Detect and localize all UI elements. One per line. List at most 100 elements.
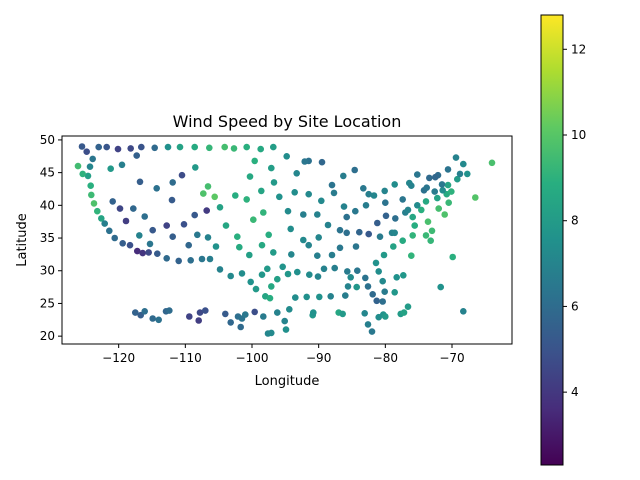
scatter-point [281,317,289,325]
scatter-point [301,158,309,165]
scatter-point [310,309,317,316]
scatter-point [222,222,230,229]
scatter-point [330,189,338,197]
scatter-point [347,274,355,281]
scatter-point [303,293,311,301]
scatter-point [247,278,254,286]
scatter-point [122,217,130,225]
scatter-point [163,254,170,262]
scatter-point [268,283,275,290]
scatter-point [186,313,193,320]
scatter-point [376,233,384,240]
scatter-point [340,203,348,210]
scatter-point [270,179,278,186]
scatter-point [79,170,86,178]
scatter-point [393,274,401,281]
scatter-point [243,196,250,203]
scatter-point [344,268,351,275]
scatter-point [390,243,397,250]
scatter-point [456,170,464,178]
scatter-point [203,207,210,214]
scatter-point [264,265,271,273]
chart-title: Wind Speed by Site Location [173,112,402,131]
colorbar-axis: 4 6 8 10 12 [563,42,586,399]
scatter-point [292,294,299,301]
scatter-point [169,179,176,186]
scatter-point [103,143,110,151]
scatter-point [320,265,328,273]
scatter-point [126,241,134,249]
x-tick-label: −70 [439,351,464,365]
scatter-point [373,297,381,305]
scatter-point [204,234,212,241]
scatter-point [246,173,254,180]
scatter-point [191,211,198,219]
scatter-point [428,227,436,235]
scatter-point [114,145,122,153]
scatter-point [134,247,141,255]
scatter-point [101,220,108,227]
scatter-point [136,232,143,239]
scatter-point [257,145,265,153]
scatter-point [391,229,399,237]
scatter-point [441,211,449,218]
scatter-point [138,143,145,151]
scatter-point [268,164,275,172]
scatter-point [438,181,446,188]
scatter-point [365,190,373,198]
scatter-point [149,315,156,322]
scatter-point [422,198,430,205]
scatter-point [141,308,148,315]
scatter-point [431,188,439,195]
scatter-point [328,251,336,259]
scatter-point [136,178,144,186]
scatter-point [146,240,154,248]
scatter-point [408,252,415,259]
scatter-point [434,194,441,202]
scatter-point [222,310,229,318]
scatter-point [435,205,443,212]
scatter-point [149,226,156,234]
scatter-point [232,192,239,199]
scatter-point [216,204,224,211]
scatter-point [414,202,421,209]
scatter-point [306,271,313,279]
scatter-point [291,189,299,196]
scatter-point [279,263,287,271]
scatter-point [424,218,432,225]
x-tick-label: −100 [236,351,269,365]
scatter-point [427,237,435,244]
scatter-point [258,271,266,279]
x-axis: −120 −110 −100 −90 −80 −70 [102,344,465,365]
scatter-point [216,266,224,273]
scatter-point [153,185,160,192]
scatter-point [270,143,277,151]
scatter-point [288,251,295,258]
scatter-point [316,293,323,301]
scatter-point [300,236,307,244]
scatter-point [87,182,94,189]
scatter-point [460,160,467,168]
scatter-point [204,183,212,190]
scatter-point [392,215,399,222]
scatter-point [227,319,234,326]
scatter-point [361,310,369,317]
scatter-point [336,244,344,252]
scatter-point [364,283,372,290]
scatter-point [391,181,399,188]
scatter-point [133,152,140,159]
scatter-point [200,190,207,197]
scatter-point [382,212,390,220]
scatter-point [202,307,209,314]
x-tick-label: −80 [373,351,398,365]
scatter-point [382,313,389,320]
scatter-point [118,161,126,169]
scatter-point [283,153,291,160]
scatter-point [379,298,387,305]
scatter-point [352,243,360,250]
scatter-point [169,233,176,240]
scatter-point [354,267,361,275]
scatter-point [251,157,258,165]
scatter-point [94,207,101,215]
scatter-point [432,173,439,181]
